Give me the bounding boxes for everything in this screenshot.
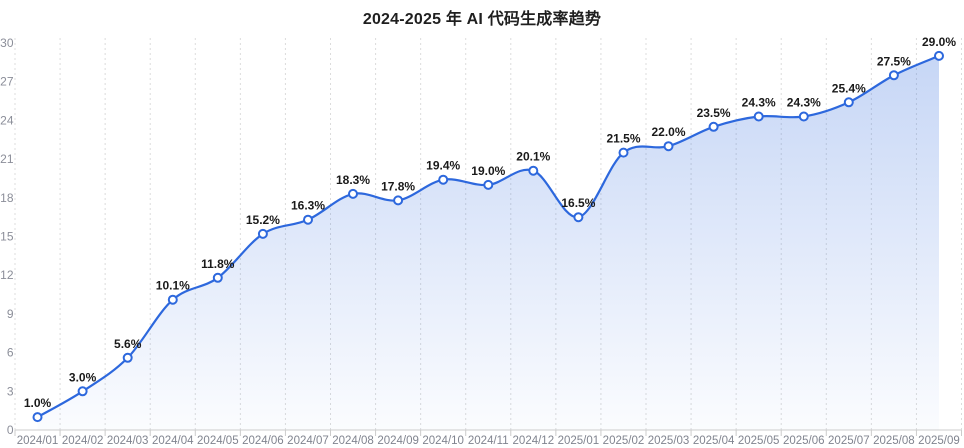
data-point-marker[interactable] <box>934 50 944 61</box>
x-axis-label: 2024/09 <box>377 435 419 447</box>
y-axis-label: 12 <box>0 268 14 282</box>
x-axis-label: 2024/10 <box>422 435 464 447</box>
data-point-marker[interactable] <box>212 272 223 283</box>
y-axis-label: 18 <box>0 191 14 205</box>
data-point-label: 1.0% <box>24 396 52 410</box>
data-point-marker[interactable] <box>303 214 313 225</box>
data-point-marker[interactable] <box>32 412 43 423</box>
data-point-marker[interactable] <box>257 228 268 239</box>
x-axis-label: 2025/07 <box>828 435 870 447</box>
x-axis-label: 2024/12 <box>513 435 555 447</box>
x-axis-label: 2025/06 <box>783 435 825 447</box>
data-point-marker[interactable] <box>573 212 584 223</box>
data-point-marker[interactable] <box>753 111 764 122</box>
data-point-label: 5.6% <box>114 337 142 351</box>
data-point-marker[interactable] <box>798 111 809 122</box>
y-axis-label: 27 <box>0 75 14 89</box>
y-axis-label: 15 <box>0 230 14 244</box>
chart-title: 2024-2025 年 AI 代码生成率趋势 <box>362 11 602 28</box>
data-point-label: 17.8% <box>381 179 415 193</box>
data-point-label: 23.5% <box>697 106 731 120</box>
y-axis-label: 6 <box>7 346 14 360</box>
data-point-label: 19.4% <box>426 159 460 173</box>
data-point-label: 15.2% <box>246 213 280 227</box>
y-axis-label: 9 <box>7 307 14 321</box>
x-axis-label: 2024/08 <box>332 435 374 447</box>
data-point-marker[interactable] <box>438 174 449 185</box>
data-point-marker[interactable] <box>843 97 854 108</box>
data-point-marker[interactable] <box>618 147 629 158</box>
data-point-marker[interactable] <box>393 195 404 206</box>
x-axis-label: 2024/01 <box>17 435 59 447</box>
x-axis-label: 2024/07 <box>287 435 329 447</box>
y-axis-label: 21 <box>0 152 14 166</box>
data-point-label: 3.0% <box>69 370 97 384</box>
data-point-label: 27.5% <box>877 54 911 68</box>
data-point-marker[interactable] <box>888 70 899 81</box>
x-axis-label: 2025/08 <box>873 435 915 447</box>
data-point-marker[interactable] <box>348 188 358 199</box>
data-point-label: 16.5% <box>561 196 595 210</box>
data-point-label: 29.0% <box>922 35 956 49</box>
data-point-label: 11.8% <box>201 257 235 271</box>
x-axis-label: 2025/03 <box>648 435 690 447</box>
data-point-marker[interactable] <box>483 179 494 190</box>
data-point-marker[interactable] <box>663 141 674 152</box>
data-point-marker[interactable] <box>122 352 133 363</box>
data-point-label: 22.0% <box>651 125 685 139</box>
y-axis-label: 3 <box>7 384 14 398</box>
x-axis-label: 2024/05 <box>197 435 239 447</box>
x-axis-label: 2025/02 <box>603 435 645 447</box>
x-axis-label: 2024/06 <box>242 435 284 447</box>
data-point-label: 19.0% <box>471 164 505 178</box>
x-axis-label: 2024/11 <box>468 435 509 447</box>
x-axis-label: 2025/05 <box>738 435 780 447</box>
y-axis-label: 24 <box>0 113 14 127</box>
data-point-label: 20.1% <box>516 150 550 164</box>
data-point-marker[interactable] <box>528 165 539 176</box>
x-axis-label: 2025/01 <box>558 435 600 447</box>
data-point-marker[interactable] <box>708 121 719 132</box>
y-axis-label: 0 <box>7 423 14 437</box>
x-axis-label: 2024/02 <box>62 435 104 447</box>
data-point-label: 16.3% <box>291 199 325 213</box>
data-point-label: 10.1% <box>156 279 190 293</box>
data-point-label: 21.5% <box>606 132 640 146</box>
data-point-marker[interactable] <box>77 386 88 397</box>
area-fill <box>37 55 939 431</box>
y-axis-label: 30 <box>0 36 14 50</box>
data-point-label: 18.3% <box>336 173 370 187</box>
data-point-label: 24.3% <box>787 96 821 110</box>
data-point-label: 24.3% <box>742 96 776 110</box>
x-axis-label: 2025/09 <box>918 435 960 447</box>
x-axis-label: 2024/03 <box>107 435 149 447</box>
data-point-label: 25.4% <box>832 81 866 95</box>
x-axis-label: 2024/04 <box>152 435 194 447</box>
x-axis-label: 2025/04 <box>693 435 735 447</box>
data-point-marker[interactable] <box>167 294 178 305</box>
